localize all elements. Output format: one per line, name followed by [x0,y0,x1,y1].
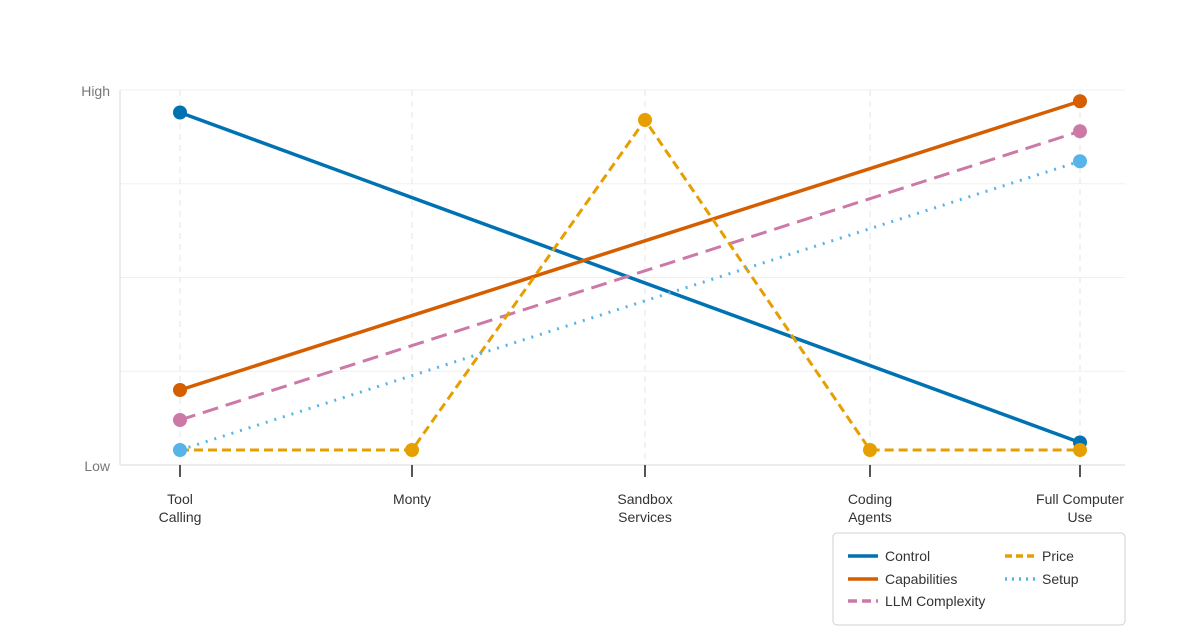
legend-label: LLM Complexity [885,593,985,609]
series-line-control [179,110,1081,445]
x-tick-label: Coding Agents [848,491,892,525]
series-line-setup [179,159,1081,452]
x-ticks: Tool Calling Monty Sandbox Services Coding Age… [159,465,1124,525]
legend-label: Price [1042,548,1074,564]
data-point-llm-complexity [173,413,187,427]
series-markers [173,94,1087,457]
series-lines [179,99,1081,452]
y-tick-label-low: Low [84,458,111,474]
x-tick-label: Monty [393,491,431,507]
data-point-price [638,113,652,127]
data-point-capabilities [173,383,187,397]
x-tick-label: Full Computer Use [1036,491,1124,525]
data-point-control [173,105,187,120]
legend: Control Capabilities LLM Complexity Price Se… [832,532,1126,626]
series-line-capabilities [179,99,1081,392]
series-line-price [180,117,1080,452]
data-point-price [1073,443,1087,457]
legend-box [832,532,1126,626]
grid [120,89,1125,465]
data-point-setup [173,443,187,457]
axes: High Low [81,83,1125,474]
data-point-llm-complexity [1073,124,1087,139]
data-point-capabilities [1073,94,1087,109]
data-point-setup [1073,154,1087,169]
legend-label: Setup [1042,571,1079,587]
legend-label: Capabilities [885,571,957,587]
legend-label: Control [885,548,930,564]
data-point-price [405,443,419,457]
data-point-price [863,443,877,457]
series-line-llm-complexity [179,129,1081,422]
x-tick-label: Sandbox Services [617,491,672,525]
x-tick-label: Tool Calling [159,491,202,525]
y-tick-label-high: High [81,83,110,99]
